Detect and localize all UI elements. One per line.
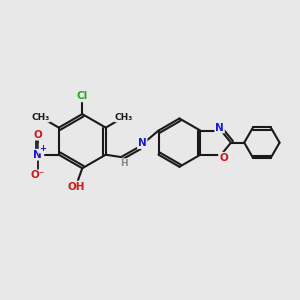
Text: CH₃: CH₃ <box>32 112 50 122</box>
Text: +: + <box>39 144 46 153</box>
Text: O⁻: O⁻ <box>31 170 45 180</box>
Text: O: O <box>33 130 42 140</box>
Text: N: N <box>33 150 42 160</box>
Text: N: N <box>138 138 147 148</box>
Text: O: O <box>219 153 228 163</box>
Text: H: H <box>120 159 128 168</box>
Text: Cl: Cl <box>77 92 88 101</box>
Text: N: N <box>215 123 224 133</box>
Text: OH: OH <box>68 182 85 191</box>
Text: CH₃: CH₃ <box>115 112 133 122</box>
